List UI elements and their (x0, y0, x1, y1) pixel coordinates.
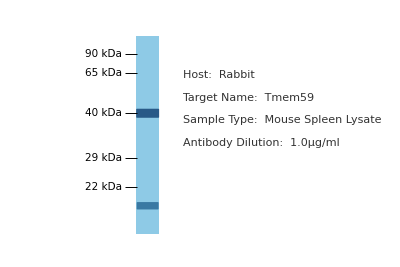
Bar (136, 36, 159, 234)
Text: 90 kDa: 90 kDa (85, 49, 122, 59)
FancyBboxPatch shape (137, 202, 159, 210)
Text: Sample Type:  Mouse Spleen Lysate: Sample Type: Mouse Spleen Lysate (183, 115, 382, 125)
Text: Antibody Dilution:  1.0μg/ml: Antibody Dilution: 1.0μg/ml (183, 138, 340, 148)
Text: 65 kDa: 65 kDa (85, 68, 122, 78)
Text: Target Name:  Tmem59: Target Name: Tmem59 (183, 93, 314, 103)
Text: 29 kDa: 29 kDa (85, 154, 122, 163)
Text: Host:  Rabbit: Host: Rabbit (183, 70, 255, 80)
FancyBboxPatch shape (136, 109, 159, 118)
Text: 22 kDa: 22 kDa (85, 182, 122, 192)
Text: 40 kDa: 40 kDa (85, 108, 122, 118)
